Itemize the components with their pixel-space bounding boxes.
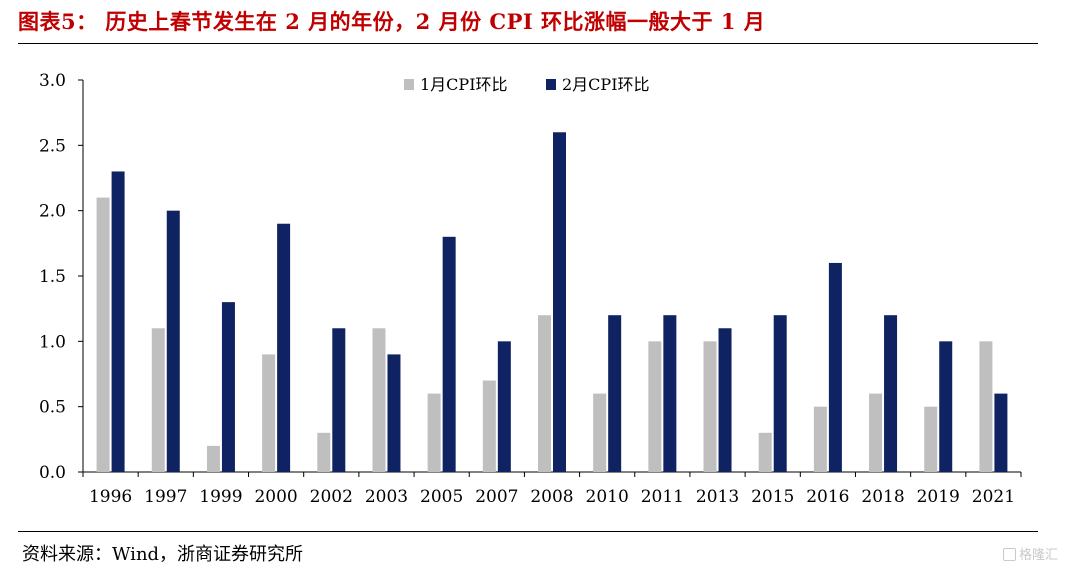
source-note: 资料来源：Wind，浙商证券研究所 bbox=[22, 544, 304, 565]
x-tick-label: 2015 bbox=[751, 487, 794, 507]
y-tick-label: 0.5 bbox=[39, 398, 66, 418]
legend-swatch-series1 bbox=[404, 79, 414, 90]
y-tick-label: 2.0 bbox=[39, 202, 66, 222]
bar-series1-1996 bbox=[96, 197, 110, 472]
y-tick-label: 1.5 bbox=[39, 267, 66, 287]
x-tick-label: 2008 bbox=[530, 487, 573, 507]
bar-series1-1997 bbox=[151, 328, 165, 472]
bar-series2-1999 bbox=[221, 302, 235, 472]
bar-series2-1997 bbox=[166, 210, 180, 472]
x-tick-label: 2000 bbox=[254, 487, 297, 507]
bar-series1-2015 bbox=[758, 432, 772, 472]
y-tick-label: 2.5 bbox=[39, 136, 66, 156]
bar-series1-2003 bbox=[372, 328, 386, 472]
watermark-text: 格隆汇 bbox=[1019, 548, 1059, 563]
bar-series1-2019 bbox=[924, 406, 938, 472]
watermark-logo-icon bbox=[1003, 548, 1016, 561]
y-axis: 0.0 0.5 1.0 1.5 2.0 2.5 3.0 bbox=[39, 71, 84, 483]
x-axis: 1996 1997 1999 2000 2002 2003 2005 2007 2008 2010… bbox=[82, 471, 1022, 507]
bar-series2-2007 bbox=[497, 341, 511, 472]
x-tick-label: 2021 bbox=[972, 487, 1015, 507]
y-tick-label: 1.0 bbox=[39, 332, 66, 352]
watermark: 格隆汇 bbox=[1003, 544, 1058, 563]
chart-title: 图表5： 历史上春节发生在 2 月的年份，2 月份 CPI 环比涨幅一般大于 1… bbox=[18, 9, 766, 34]
bar-series2-2015 bbox=[773, 315, 787, 472]
y-tick-label: 0.0 bbox=[39, 463, 66, 483]
bar-series1-2000 bbox=[262, 354, 276, 472]
top-divider bbox=[18, 43, 1038, 44]
x-tick-label: 1999 bbox=[199, 487, 242, 507]
bar-series2-2016 bbox=[828, 262, 842, 472]
bar-series1-2005 bbox=[427, 393, 441, 472]
bar-series2-2000 bbox=[277, 223, 291, 472]
bar-series1-2008 bbox=[538, 315, 551, 472]
legend-label-series1: 1月CPI环比 bbox=[420, 75, 508, 94]
bar-series2-2003 bbox=[387, 354, 401, 472]
x-tick-label: 1997 bbox=[144, 487, 187, 507]
x-tick-label: 2019 bbox=[917, 487, 960, 507]
bar-series1-2018 bbox=[869, 393, 883, 472]
bars bbox=[96, 132, 1008, 472]
x-tick-label: 2005 bbox=[420, 487, 463, 507]
bar-series1-2011 bbox=[648, 341, 662, 472]
bar-series2-2002 bbox=[332, 328, 346, 472]
bar-series1-2021 bbox=[979, 341, 993, 472]
bar-series1-2002 bbox=[317, 432, 331, 472]
y-tick-label: 3.0 bbox=[39, 71, 66, 91]
bar-series1-2007 bbox=[482, 380, 496, 472]
legend: 1月CPI环比 2月CPI环比 bbox=[404, 75, 650, 94]
bar-series1-2016 bbox=[813, 406, 827, 472]
bar-series2-2011 bbox=[663, 315, 677, 472]
x-tick-label: 2011 bbox=[641, 487, 684, 507]
bar-series2-2008 bbox=[553, 132, 566, 472]
legend-swatch-series2 bbox=[546, 79, 556, 90]
bar-series2-2021 bbox=[994, 393, 1008, 472]
bar-series2-2005 bbox=[442, 236, 456, 472]
bar-series1-2010 bbox=[593, 393, 607, 472]
x-tick-label: 1996 bbox=[89, 487, 132, 507]
bottom-divider bbox=[18, 531, 1038, 532]
legend-label-series2: 2月CPI环比 bbox=[562, 75, 650, 94]
bar-series2-2010 bbox=[608, 315, 622, 472]
x-tick-label: 2007 bbox=[475, 487, 518, 507]
bar-series2-2013 bbox=[718, 328, 732, 472]
x-tick-label: 2002 bbox=[310, 487, 353, 507]
bar-chart: 0.0 0.5 1.0 1.5 2.0 2.5 3.0 1996 1997 1999 2000 20… bbox=[39, 71, 1022, 507]
x-tick-label: 2013 bbox=[696, 487, 739, 507]
bar-series1-1999 bbox=[206, 445, 220, 472]
bar-series2-1996 bbox=[111, 171, 125, 472]
x-tick-label: 2016 bbox=[806, 487, 849, 507]
x-tick-label: 2003 bbox=[365, 487, 408, 507]
bar-series1-2013 bbox=[703, 341, 717, 472]
x-tick-label: 2018 bbox=[861, 487, 904, 507]
x-tick-label: 2010 bbox=[586, 487, 629, 507]
bar-series2-2018 bbox=[884, 315, 898, 472]
bar-series2-2019 bbox=[939, 341, 953, 472]
